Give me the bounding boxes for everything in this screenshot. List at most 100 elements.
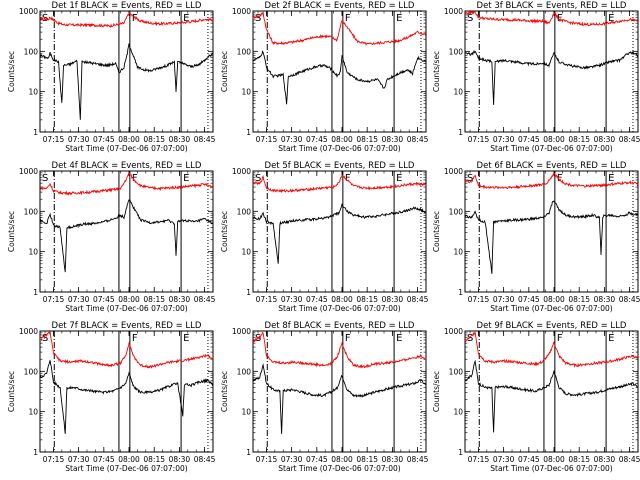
x-tick-label: 08:15 (356, 455, 378, 464)
x-tick-label: 07:15 (468, 135, 490, 144)
y-axis-label: Counts/sec (7, 51, 16, 92)
x-axis-label: Start Time (07-Dec-06 07:07:00) (490, 464, 612, 473)
x-tick-label: 08:45 (619, 135, 640, 144)
x-tick-label: 08:45 (619, 295, 640, 304)
panel-5: Det 5f BLACK = Events, RED = LLD 1 10 100 10… (220, 161, 429, 313)
y-tick-label: 1000 (444, 7, 463, 16)
x-tick-label: 08:45 (194, 455, 216, 464)
x-tick-label: 07:15 (468, 295, 490, 304)
y-tick-label: 100 (237, 207, 252, 216)
y-tick-label: 1000 (444, 327, 463, 336)
panel-title: Det 4f BLACK = Events, RED = LLD (52, 161, 202, 171)
x-tick-label: 08:30 (594, 135, 616, 144)
x-tick-label: 08:30 (382, 135, 404, 144)
panel-title: Det 7f BLACK = Events, RED = LLD (52, 321, 202, 331)
x-tick-label: 08:00 (118, 135, 140, 144)
y-axis-label: Counts/sec (432, 371, 441, 412)
x-tick-label: 08:15 (143, 295, 165, 304)
panel-8: Det 8f BLACK = Events, RED = LLD 1 10 100 10… (220, 321, 429, 473)
x-tick-label: 07:45 (93, 295, 115, 304)
panel-title: Det 1f BLACK = Events, RED = LLD (52, 1, 202, 11)
marker-label-e: E (396, 333, 402, 344)
y-tick-label: 1 (33, 288, 38, 297)
events-series-line (464, 200, 639, 274)
x-tick-label: 08:45 (619, 455, 640, 464)
marker-label-s: S (255, 13, 261, 24)
plot-frame (252, 170, 427, 293)
x-tick-label: 08:00 (543, 455, 565, 464)
y-axis-label: Counts/sec (7, 211, 16, 252)
x-tick-label: 08:00 (118, 455, 140, 464)
x-axis-label: Start Time (07-Dec-06 07:07:00) (278, 464, 400, 473)
x-tick-label: 07:15 (43, 295, 65, 304)
marker-label-e: E (608, 13, 614, 24)
x-tick-label: 07:45 (93, 455, 115, 464)
y-tick-label: 1000 (19, 167, 38, 176)
marker-label-f: F (557, 333, 563, 344)
x-tick-label: 07:30 (68, 455, 90, 464)
events-series-line (464, 49, 639, 105)
marker-label-f: F (132, 173, 138, 184)
plot-frame (464, 170, 639, 293)
panel-9: Det 9f BLACK = Events, RED = LLD 1 10 100 10… (432, 321, 640, 473)
x-tick-label: 07:30 (493, 135, 515, 144)
y-tick-label: 1 (458, 288, 463, 297)
x-tick-label: 08:30 (169, 455, 191, 464)
y-tick-label: 10 (241, 408, 251, 417)
marker-label-f: F (345, 333, 351, 344)
x-tick-label: 07:45 (518, 295, 540, 304)
lld-series-line (464, 331, 639, 368)
events-series-line (39, 199, 214, 273)
y-tick-label: 1 (246, 128, 251, 137)
x-tick-label: 08:00 (331, 295, 353, 304)
y-axis-label: Counts/sec (432, 51, 441, 92)
x-tick-label: 07:30 (281, 135, 303, 144)
y-tick-label: 10 (241, 248, 251, 257)
x-tick-label: 08:45 (407, 135, 429, 144)
x-tick-label: 08:15 (356, 295, 378, 304)
lld-series-line (464, 172, 639, 190)
marker-label-e: E (183, 13, 189, 24)
x-tick-label: 08:30 (382, 295, 404, 304)
x-tick-label: 07:45 (518, 135, 540, 144)
x-tick-label: 07:45 (93, 135, 115, 144)
x-axis-label: Start Time (07-Dec-06 07:07:00) (65, 304, 187, 313)
marker-label-s: S (42, 333, 48, 344)
x-tick-label: 07:15 (256, 135, 278, 144)
lld-series-line (40, 10, 214, 28)
x-axis-label: Start Time (07-Dec-06 07:07:00) (278, 144, 400, 153)
y-tick-label: 1000 (19, 7, 38, 16)
y-tick-label: 100 (449, 207, 464, 216)
x-tick-label: 08:00 (331, 135, 353, 144)
x-tick-label: 07:15 (468, 455, 490, 464)
marker-label-s: S (255, 173, 261, 184)
events-series-line (464, 359, 638, 433)
x-tick-label: 07:30 (493, 295, 515, 304)
lld-series-line (39, 172, 214, 196)
x-tick-label: 08:00 (118, 295, 140, 304)
y-tick-label: 1 (246, 288, 251, 297)
marker-label-f: F (345, 173, 351, 184)
x-tick-label: 08:00 (543, 135, 565, 144)
x-tick-label: 07:45 (518, 455, 540, 464)
events-series-line (252, 363, 427, 434)
x-tick-label: 08:45 (407, 455, 429, 464)
y-tick-label: 100 (24, 367, 39, 376)
lld-series-line (464, 9, 638, 27)
marker-label-e: E (396, 173, 402, 184)
panel-title: Det 9f BLACK = Events, RED = LLD (477, 321, 627, 331)
x-tick-label: 07:30 (68, 295, 90, 304)
x-tick-label: 07:30 (281, 455, 303, 464)
y-axis-label: Counts/sec (432, 211, 441, 252)
panel-2: Det 2f BLACK = Events, RED = LLD 1 10 100 10… (220, 1, 429, 153)
y-tick-label: 1000 (19, 327, 38, 336)
y-tick-label: 10 (28, 248, 38, 257)
panel-3: Det 3f BLACK = Events, RED = LLD 1 10 100 10… (432, 1, 640, 153)
x-tick-label: 07:30 (493, 455, 515, 464)
plot-frame (464, 330, 639, 453)
y-tick-label: 100 (237, 47, 252, 56)
y-tick-label: 1000 (444, 167, 463, 176)
marker-label-s: S (42, 173, 48, 184)
x-tick-label: 08:15 (356, 135, 378, 144)
